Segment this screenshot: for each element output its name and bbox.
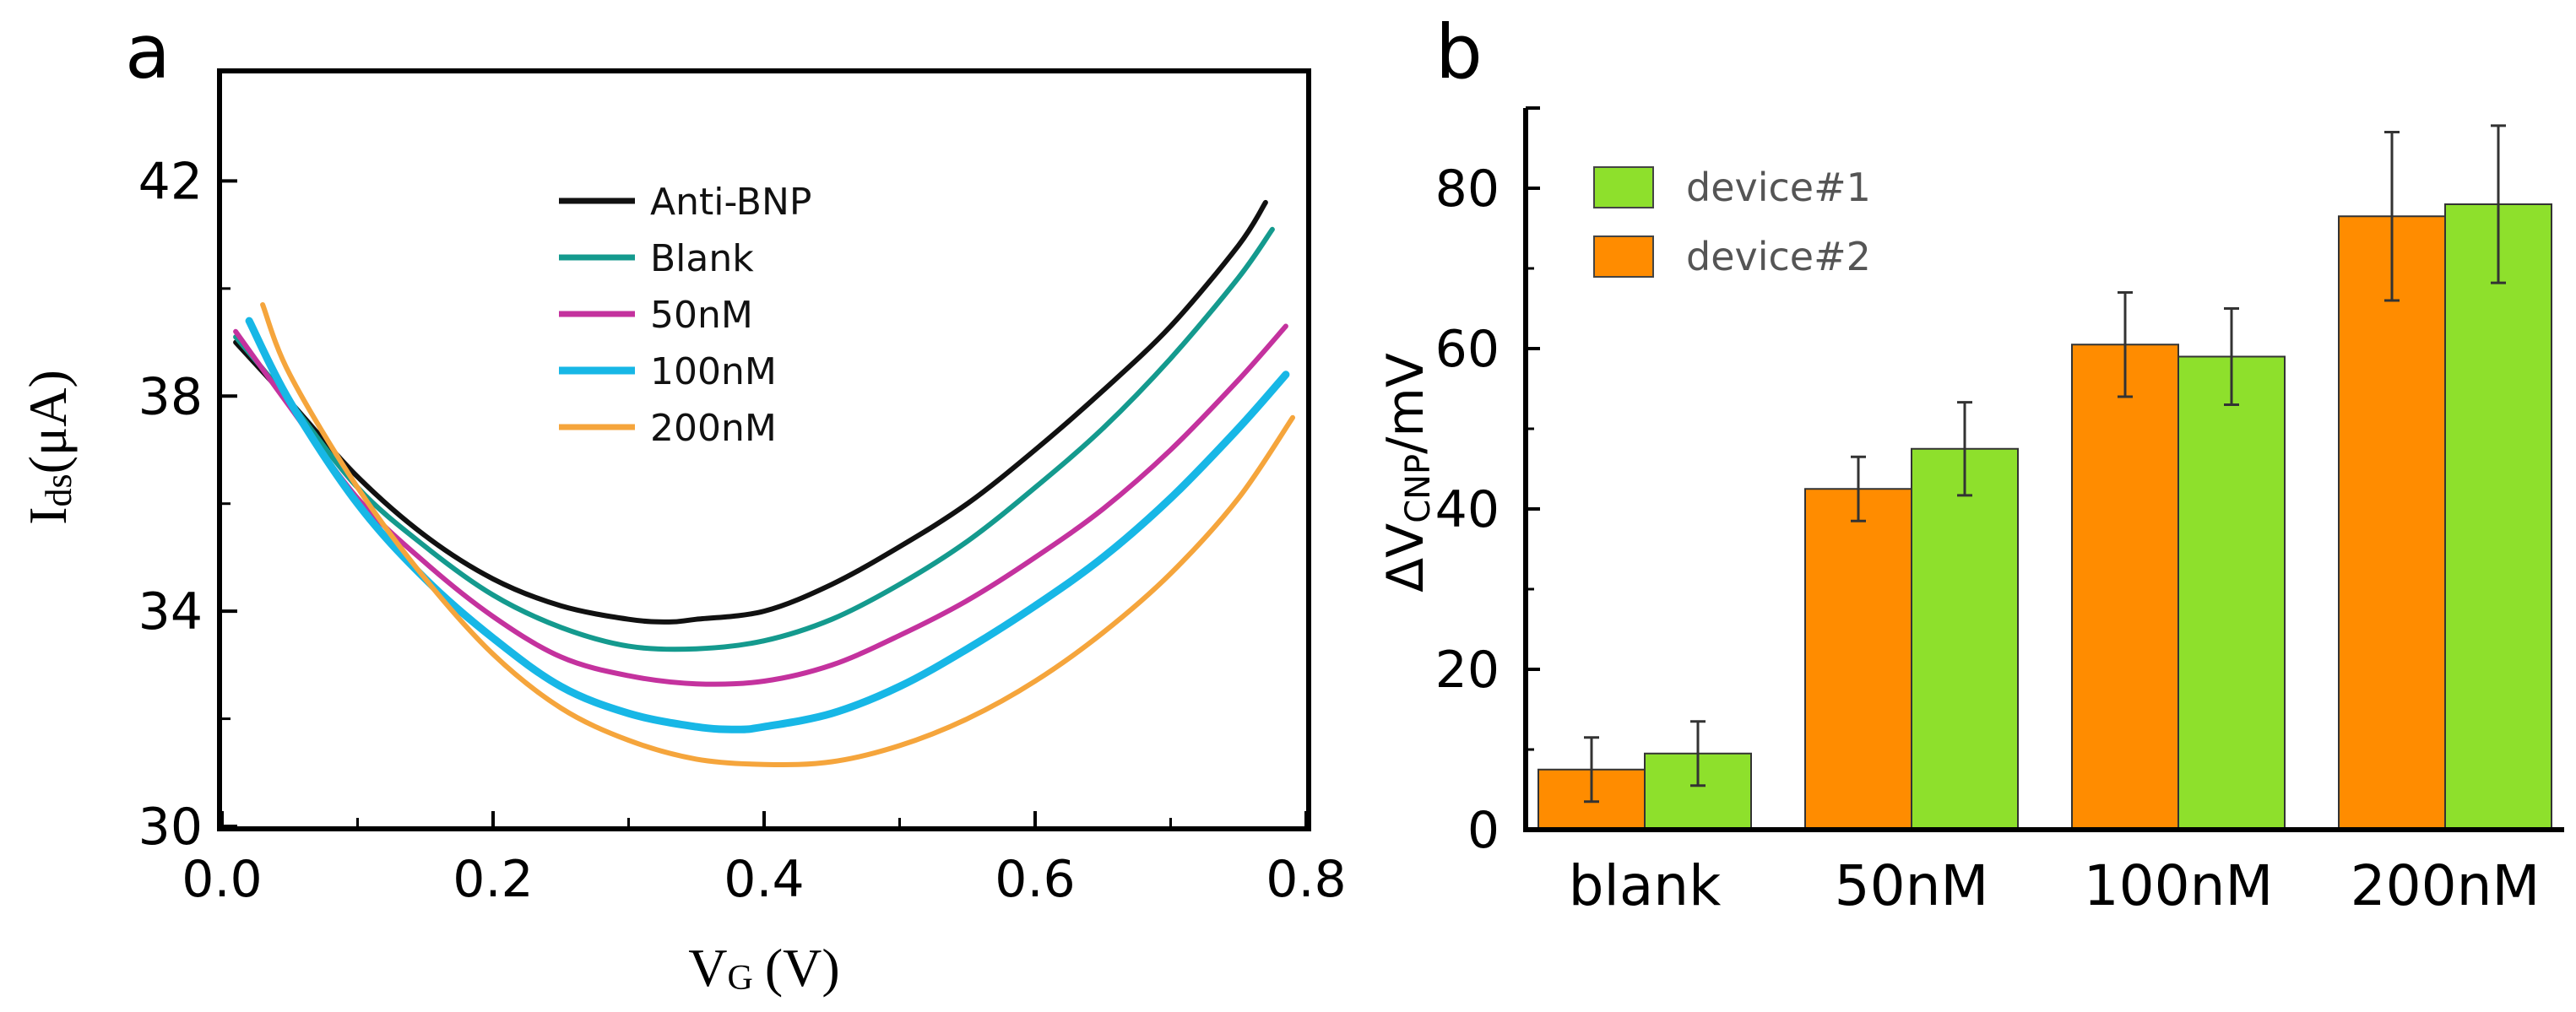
panel-a-ytick-label: 30 <box>138 798 203 857</box>
category-label-blank: blank <box>1569 853 1722 918</box>
category-label-100nm: 100nM <box>2084 853 2274 918</box>
panel-b-ytick-label: 80 <box>1435 160 1500 219</box>
legend-label-100nm: 100nM <box>650 350 777 393</box>
panel-b-ytick-label: 40 <box>1435 480 1500 539</box>
error-bar <box>2491 124 2506 284</box>
panel-b-ticks <box>1526 187 1540 831</box>
panel-a-xtick-label: 0.6 <box>995 850 1075 909</box>
bar-device2-100nm <box>2071 344 2179 831</box>
panel-b-bars <box>1537 124 2552 831</box>
series-line-200nm <box>260 302 1295 767</box>
series-line-100nm <box>245 317 1290 733</box>
category-label-200nm: 200nM <box>2351 853 2541 918</box>
bar-device1-50nm <box>1911 447 2019 831</box>
panel-a-y-axis-title: Ids(μA) <box>18 370 79 525</box>
legend-label-200nm: 200nM <box>650 407 777 450</box>
error-bar <box>1851 455 1866 522</box>
panel-a-legend: Anti-BNP Blank 50nM 100nM 200nM <box>559 181 811 450</box>
panel-a-ytick-label: 34 <box>138 582 203 641</box>
panel-b-label: b <box>1435 8 1483 95</box>
panel-b: b 0 20 40 60 80 blank 50nM 100nM 200nM Δ… <box>1376 8 2564 918</box>
panel-b-ytick-label: 0 <box>1467 801 1500 860</box>
panel-b-category-labels: blank 50nM 100nM 200nM <box>1569 853 2541 918</box>
legend-label-device1: device#1 <box>1686 165 1871 210</box>
panel-a-frame <box>217 68 1311 831</box>
error-bar <box>1584 736 1599 804</box>
panel-a-lines <box>233 199 1295 767</box>
legend-label-50nm: 50nM <box>650 294 753 337</box>
category-label-50nm: 50nM <box>1835 853 1989 918</box>
panel-a-label: a <box>125 8 171 95</box>
error-bar <box>1957 401 1972 497</box>
panel-a: a 0.0 0.2 0.4 0.6 0.8 30 34 38 42 VG (V) … <box>18 8 1347 998</box>
legend-swatch-device1 <box>1593 166 1654 208</box>
bar-device1-200nm <box>2444 203 2552 831</box>
panel-a-xtick-label: 0.4 <box>724 850 804 909</box>
panel-b-legend: device#1 device#2 <box>1593 165 1871 279</box>
bar-device1-100nm <box>2177 355 2286 831</box>
panel-a-ytick-label: 42 <box>138 152 203 211</box>
panel-b-ytick-labels: 0 20 40 60 80 <box>1435 160 1500 860</box>
panel-b-ytick-label: 20 <box>1435 641 1500 700</box>
bar-device2-200nm <box>2338 215 2446 831</box>
panel-a-xtick-labels: 0.0 0.2 0.4 0.6 0.8 <box>182 850 1346 909</box>
panel-a-xtick-label: 0.8 <box>1266 850 1346 909</box>
legend-swatch-device2 <box>1593 235 1654 278</box>
panel-a-ticks <box>220 179 1308 828</box>
error-bar <box>2224 307 2239 406</box>
error-bar <box>2118 291 2133 398</box>
panel-a-xtick-label: 0.0 <box>182 850 262 909</box>
series-line-blank <box>233 226 1275 652</box>
series-line-anti-bnp <box>233 199 1268 625</box>
legend-label-anti-bnp: Anti-BNP <box>650 181 811 224</box>
panel-a-ytick-label: 38 <box>138 367 203 426</box>
panel-a-ytick-labels: 30 34 38 42 <box>138 152 203 857</box>
error-bar <box>1690 720 1706 787</box>
panel-b-y-axis-title: ΔVCNP/mV <box>1376 353 1438 593</box>
bar-device2-50nm <box>1804 488 1912 831</box>
panel-b-ytick-label: 60 <box>1435 320 1500 379</box>
error-bar <box>2384 131 2400 302</box>
legend-label-blank: Blank <box>650 237 754 280</box>
panel-a-xtick-label: 0.2 <box>453 850 533 909</box>
panel-a-x-axis-title: VG (V) <box>688 938 839 998</box>
legend-label-device2: device#2 <box>1686 234 1871 279</box>
